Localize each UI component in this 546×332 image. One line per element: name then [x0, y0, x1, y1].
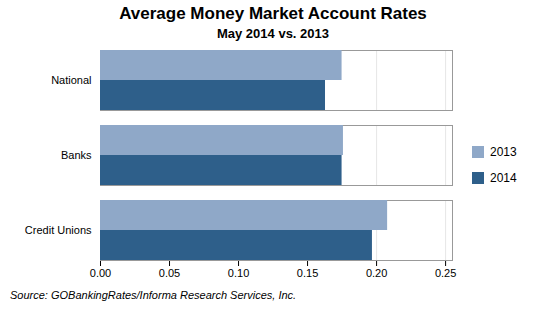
- html-text:May 2014 vs. 2013: May 2014 vs. 2013: [217, 26, 329, 41]
- svg-text:0.10: 0.10: [228, 267, 249, 279]
- html-text:Average Money Market Account R: Average Money Market Account Rates: [119, 4, 427, 23]
- svg-text:Banks: Banks: [61, 149, 92, 161]
- svg-text:0.15: 0.15: [297, 267, 318, 279]
- svg-text:0.00: 0.00: [90, 267, 111, 279]
- svg-text:0.25: 0.25: [435, 267, 456, 279]
- html-text:Source: GOBankingRates/Informa: Source: GOBankingRates/Informa Research …: [10, 289, 297, 301]
- svg-text:Credit Unions: Credit Unions: [25, 224, 92, 236]
- html-text:2013: 2013: [490, 145, 517, 159]
- svg-text:0.20: 0.20: [366, 267, 387, 279]
- html-text:2014: 2014: [490, 171, 517, 185]
- svg-text:National: National: [51, 74, 91, 86]
- svg-text:0.05: 0.05: [159, 267, 180, 279]
